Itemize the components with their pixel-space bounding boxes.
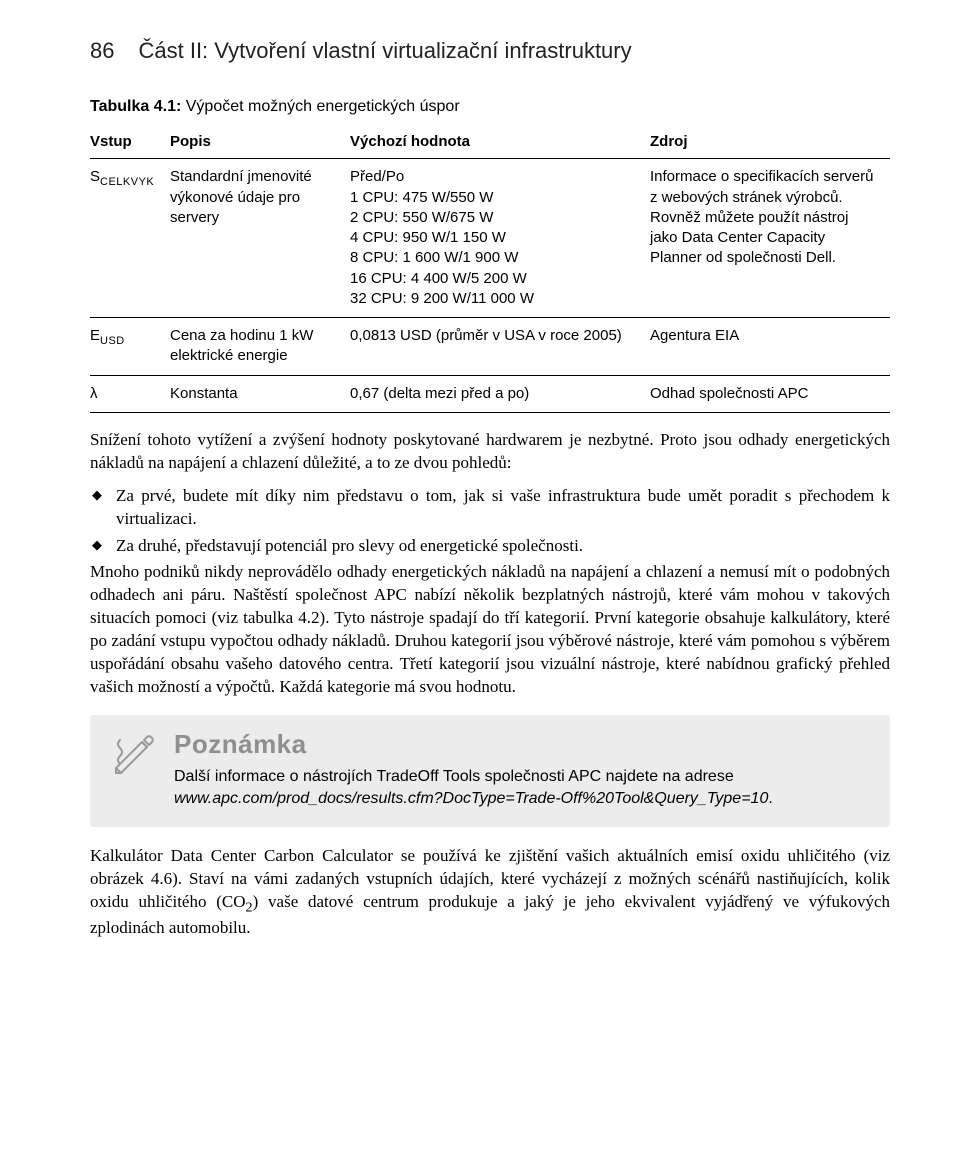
list-item: Za druhé, představují potenciál pro slev…: [90, 535, 890, 558]
table-row: SCELKVYK Standardní jmenovité výkonové ú…: [90, 159, 890, 318]
note-box: Poznámka Další informace o nástrojích Tr…: [90, 715, 890, 827]
vstup-main: λ: [90, 385, 98, 402]
cell-zdroj: Agentura EIA: [650, 318, 890, 376]
cell-vstup: SCELKVYK: [90, 159, 170, 318]
savings-table: Vstup Popis Výchozí hodnota Zdroj SCELKV…: [90, 126, 890, 413]
vstup-sub: CELKVYK: [100, 176, 154, 188]
cell-zdroj: Informace o specifikacích serverů z webo…: [650, 159, 890, 318]
p3-sub: 2: [246, 899, 253, 915]
bullet-list: Za prvé, budete mít díky nim představu o…: [90, 485, 890, 558]
note-title: Poznámka: [174, 729, 870, 760]
note-text-suffix: .: [768, 790, 772, 807]
note-text-prefix: Další informace o nástrojích TradeOff To…: [174, 768, 734, 785]
pencil-icon: [110, 731, 158, 784]
table-header-row: Vstup Popis Výchozí hodnota Zdroj: [90, 126, 890, 159]
table-caption: Tabulka 4.1: Výpočet možných energetický…: [90, 98, 890, 116]
col-header: Výchozí hodnota: [350, 126, 650, 159]
running-header: 86 Část II: Vytvoření vlastní virtualiza…: [90, 38, 890, 64]
cell-popis: Standardní jmenovité výkonové údaje pro …: [170, 159, 350, 318]
table-caption-text: Výpočet možných energetických úspor: [181, 98, 459, 115]
cell-vychozi: Před/Po 1 CPU: 475 W/550 W 2 CPU: 550 W/…: [350, 159, 650, 318]
paragraph: Kalkulátor Data Center Carbon Calculator…: [90, 845, 890, 940]
page-number: 86: [90, 38, 114, 64]
paragraph: Mnoho podniků nikdy neprovádělo odhady e…: [90, 561, 890, 699]
cell-vychozi: 0,0813 USD (průměr v USA v roce 2005): [350, 318, 650, 376]
body-text-2: Mnoho podniků nikdy neprovádělo odhady e…: [90, 561, 890, 699]
note-url: www.apc.com/prod_docs/results.cfm?DocTyp…: [174, 790, 768, 807]
chapter-title: Část II: Vytvoření vlastní virtualizační…: [138, 38, 631, 64]
vstup-sub: USD: [100, 335, 125, 347]
page: 86 Část II: Vytvoření vlastní virtualiza…: [0, 0, 960, 1171]
cell-popis: Cena za hodinu 1 kW elektrické energie: [170, 318, 350, 376]
body-text-1: Snížení tohoto vytížení a zvýšení hodnot…: [90, 429, 890, 475]
list-item: Za prvé, budete mít díky nim představu o…: [90, 485, 890, 531]
paragraph: Snížení tohoto vytížení a zvýšení hodnot…: [90, 429, 890, 475]
vstup-main: E: [90, 327, 100, 344]
cell-vychozi: 0,67 (delta mezi před a po): [350, 375, 650, 412]
note-content: Poznámka Další informace o nástrojích Tr…: [174, 729, 870, 811]
table-caption-label: Tabulka 4.1:: [90, 98, 181, 115]
col-header: Popis: [170, 126, 350, 159]
cell-zdroj: Odhad společnosti APC: [650, 375, 890, 412]
vstup-main: S: [90, 168, 100, 185]
table-row: λ Konstanta 0,67 (delta mezi před a po) …: [90, 375, 890, 412]
col-header: Vstup: [90, 126, 170, 159]
body-text-3: Kalkulátor Data Center Carbon Calculator…: [90, 845, 890, 940]
col-header: Zdroj: [650, 126, 890, 159]
cell-vstup: EUSD: [90, 318, 170, 376]
table-row: EUSD Cena za hodinu 1 kW elektrické ener…: [90, 318, 890, 376]
cell-vstup: λ: [90, 375, 170, 412]
note-text: Další informace o nástrojích TradeOff To…: [174, 766, 870, 811]
cell-popis: Konstanta: [170, 375, 350, 412]
